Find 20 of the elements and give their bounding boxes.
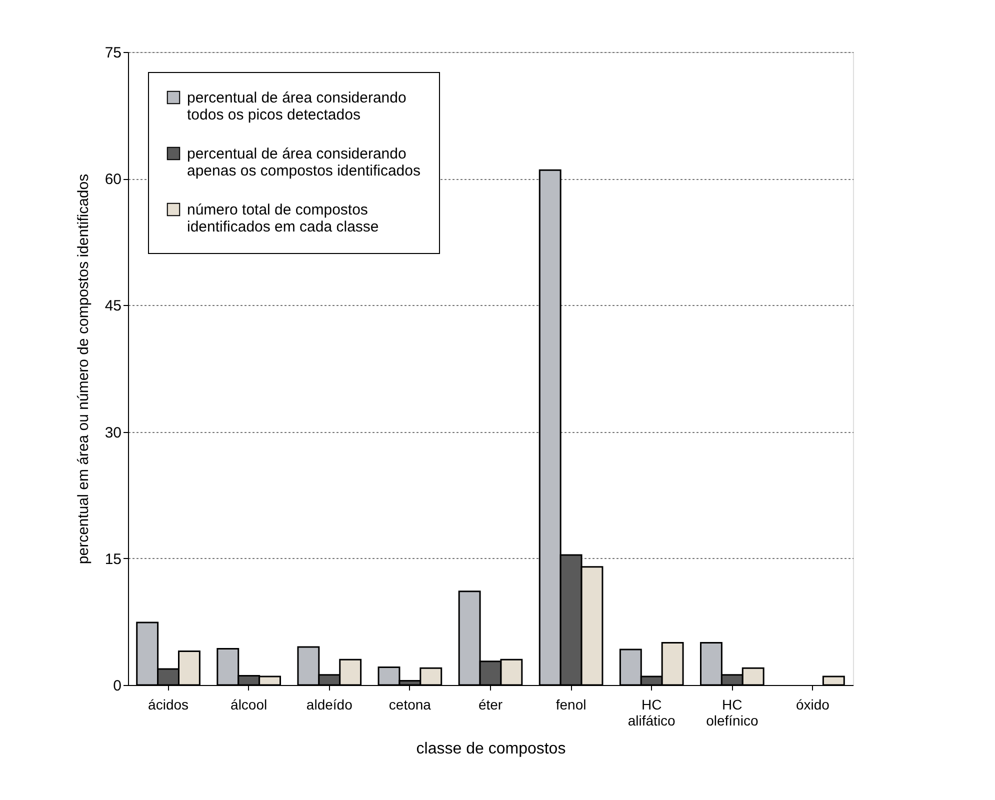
legend-label: percentual de área considerando todos os picos detectados: [187, 90, 406, 124]
y-tick-label: 30: [104, 424, 122, 442]
legend-label: percentual de área considerando apenas os compostos identificados: [187, 146, 420, 180]
x-tick-label: cetona: [388, 696, 432, 712]
x-tick-label: HC alifático: [628, 696, 676, 728]
x-tick-label: ácidos: [148, 696, 189, 712]
y-tick-label: 45: [104, 298, 122, 315]
x-tick-label: óxido: [796, 696, 830, 712]
x-axis-title: classe de compostos: [416, 740, 566, 758]
y-tick-label: 0: [113, 678, 122, 694]
y-axis-title: percentual em área ou número de compostos identificados: [74, 174, 92, 564]
y-tick-label: 60: [104, 171, 122, 188]
x-tick-label: fenol: [556, 696, 586, 712]
x-tick-label: éter: [478, 696, 503, 712]
x-tick-label: HC olefínico: [706, 696, 758, 728]
y-tick-label: 15: [104, 550, 122, 568]
legend-label: número total de compostos identificados em cada classe: [187, 202, 379, 236]
x-tick-label: aldeído: [306, 696, 353, 712]
y-tick-label: 75: [104, 44, 122, 62]
x-tick-label: álcool: [230, 696, 268, 712]
